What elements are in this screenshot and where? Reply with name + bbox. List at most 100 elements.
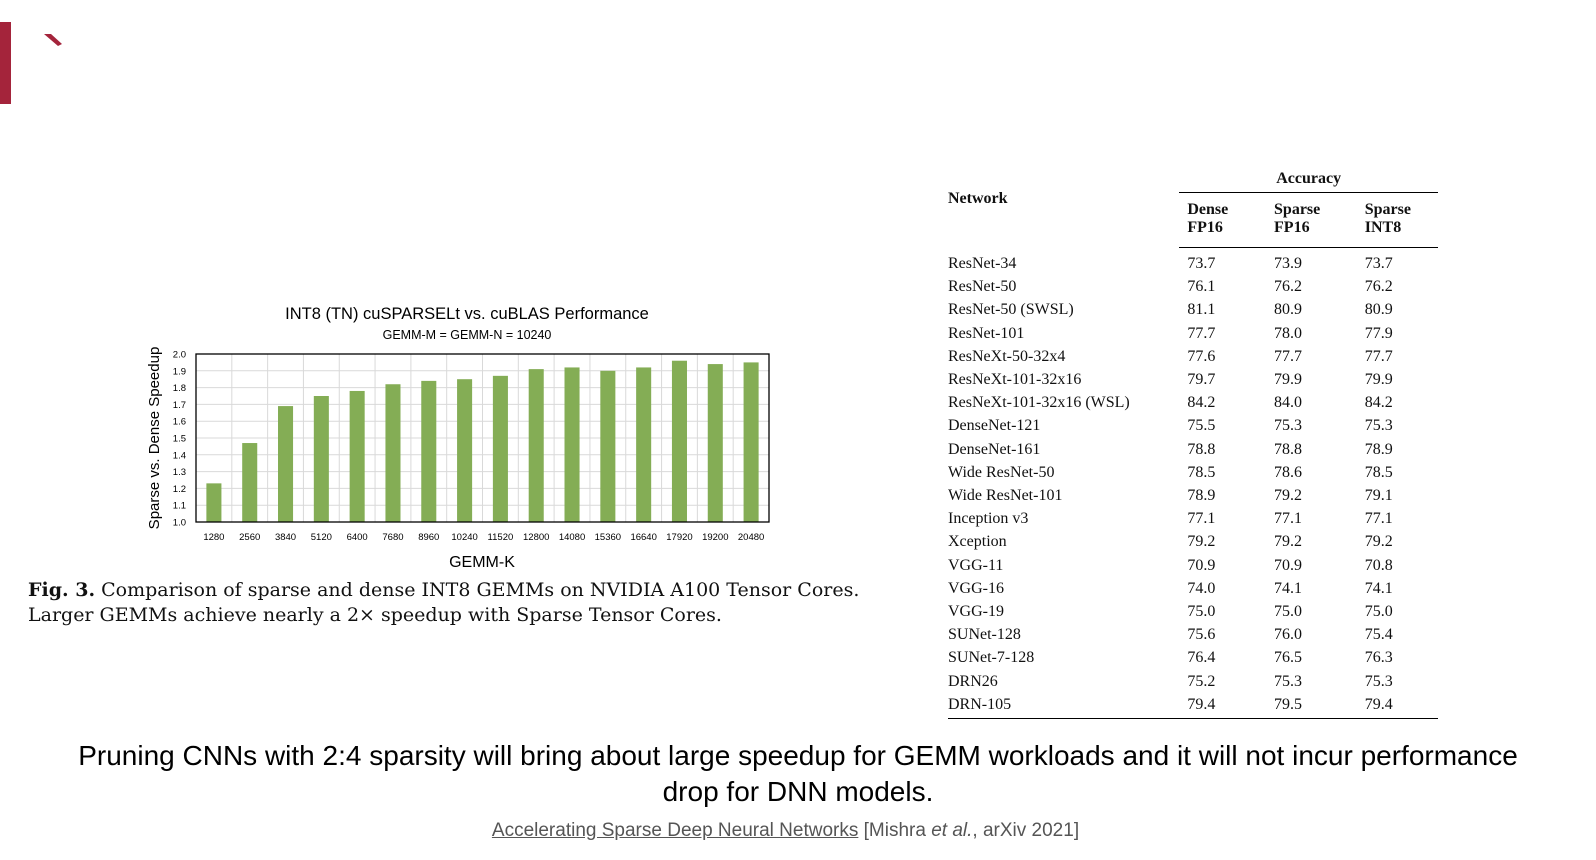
cell-sparse-int8: 73.7 — [1364, 255, 1393, 272]
chart-x-label: GEMM-K — [449, 554, 515, 571]
x-tick-label: 16640 — [630, 532, 656, 543]
cell-dense-fp16: 78.5 — [1187, 463, 1216, 481]
figure-text: Comparison of sparse and dense INT8 GEMM… — [28, 579, 860, 626]
cell-network: ResNet-50 (SWSL) — [948, 301, 1074, 319]
y-tick-label: 1.6 — [173, 417, 186, 428]
cell-sparse-int8: 74.1 — [1364, 579, 1393, 597]
cell-dense-fp16: 75.6 — [1187, 626, 1216, 644]
cell-sparse-int8: 77.1 — [1364, 510, 1393, 528]
table-row: Wide ResNet-101 78.9 79.2 79.1 — [948, 484, 1438, 507]
cell-dense-fp16: 76.4 — [1187, 649, 1216, 667]
table-row: ResNet-34 73.7 73.9 73.7 — [948, 248, 1438, 276]
column-header-line: Dense — [1187, 201, 1229, 218]
cell-sparse-int8: 76.3 — [1364, 649, 1393, 667]
x-tick-label: 15360 — [595, 532, 621, 543]
cell-dense-fp16: 79.2 — [1187, 533, 1216, 551]
cell-sparse-fp16: 75.3 — [1274, 417, 1303, 435]
cell-sparse-fp16: 78.8 — [1274, 440, 1303, 458]
bar — [242, 443, 258, 522]
speedup-chart: INT8 (TN) cuSPARSELt vs. cuBLAS Performa… — [140, 296, 790, 576]
network-header: Network — [948, 190, 1008, 207]
cell-network: SUNet-128 — [948, 626, 1021, 644]
cell-dense-fp16: 81.1 — [1187, 301, 1216, 319]
cell-network: DRN26 — [948, 672, 998, 690]
cell-sparse-fp16: 75.3 — [1274, 672, 1303, 690]
cell-sparse-fp16: 78.0 — [1274, 324, 1303, 342]
cell-network: ResNeXt-101-32x16 (WSL) — [948, 394, 1130, 412]
cell-dense-fp16: 79.7 — [1187, 371, 1216, 389]
cell-sparse-int8: 78.5 — [1364, 463, 1393, 481]
cell-sparse-fp16: 79.5 — [1274, 692, 1365, 720]
table-row: Xception 79.2 79.2 79.2 — [948, 530, 1438, 553]
conclusion-text: Pruning CNNs with 2:4 sparsity will brin… — [78, 740, 1518, 807]
cell-network: DenseNet-161 — [948, 440, 1041, 458]
cell-sparse-fp16: 79.2 — [1274, 533, 1303, 551]
cell-dense-fp16: 75.2 — [1187, 672, 1216, 690]
cell-sparse-fp16: 79.2 — [1274, 487, 1303, 505]
cell-network: Wide ResNet-50 — [948, 463, 1055, 481]
accent-bar — [0, 22, 11, 104]
x-tick-label: 8960 — [418, 532, 439, 543]
bar — [743, 362, 759, 522]
cell-dense-fp16: 73.7 — [1187, 255, 1216, 272]
cell-sparse-int8: 79.1 — [1364, 487, 1393, 505]
cell-sparse-fp16: 76.2 — [1274, 278, 1303, 296]
accuracy-table-body: ResNet-34 73.7 73.9 73.7 ResNet-50 76.1 76.2 76… — [948, 248, 1438, 720]
column-header-sparse-fp16: Sparse FP16 — [1274, 192, 1365, 248]
table-row: ResNet-50 76.1 76.2 76.2 — [948, 275, 1438, 298]
cell-sparse-int8: 84.2 — [1364, 394, 1393, 412]
cell-dense-fp16: 76.1 — [1187, 278, 1216, 296]
table-row: Wide ResNet-50 78.5 78.6 78.5 — [948, 461, 1438, 484]
x-tick-label: 1280 — [203, 532, 224, 543]
cell-dense-fp16: 78.9 — [1187, 487, 1216, 505]
x-tick-label: 20480 — [738, 532, 764, 543]
citation-etal: et al. — [931, 820, 973, 841]
table-row: ResNet-101 77.7 78.0 77.9 — [948, 322, 1438, 345]
y-tick-label: 1.7 — [173, 400, 186, 411]
cell-network: ResNet-101 — [948, 324, 1025, 342]
cell-network: SUNet-7-128 — [948, 649, 1035, 667]
cell-sparse-int8: 75.4 — [1364, 626, 1393, 644]
table-row: Inception v3 77.1 77.1 77.1 — [948, 507, 1438, 530]
cell-network: DenseNet-121 — [948, 417, 1041, 435]
bar — [421, 380, 437, 522]
table-row: VGG-16 74.0 74.1 74.1 — [948, 577, 1438, 600]
x-tick-label: 6400 — [347, 532, 368, 543]
cell-sparse-fp16: 75.0 — [1274, 603, 1303, 621]
bar — [278, 406, 294, 522]
citation-rest: , arXiv 2021] — [972, 820, 1080, 841]
table-row: ResNeXt-101-32x16 (WSL) 84.2 84.0 84.2 — [948, 391, 1438, 414]
citation-link[interactable]: Accelerating Sparse Deep Neural Networks — [491, 820, 859, 841]
plot-frame — [195, 353, 770, 523]
cell-dense-fp16: 75.0 — [1187, 603, 1216, 621]
chart-subtitle: GEMM-M = GEMM-N = 10240 — [383, 328, 552, 342]
cell-dense-fp16: 79.4 — [1179, 692, 1275, 720]
y-tick-label: 1.9 — [173, 366, 186, 377]
cell-sparse-int8: 75.3 — [1364, 417, 1393, 435]
cell-sparse-fp16: 74.1 — [1274, 579, 1303, 597]
cell-dense-fp16: 74.0 — [1187, 579, 1216, 597]
chart-title: INT8 (TN) cuSPARSELt vs. cuBLAS Performa… — [285, 305, 649, 323]
column-header-line: Sparse — [1274, 201, 1321, 218]
cell-sparse-fp16: 80.9 — [1274, 301, 1303, 319]
table-row: ResNeXt-50-32x4 77.6 77.7 77.7 — [948, 345, 1438, 368]
cell-network: DRN-105 — [948, 692, 1180, 720]
x-tick-label: 7680 — [382, 532, 403, 543]
bar — [349, 390, 365, 522]
cell-sparse-fp16: 84.0 — [1274, 394, 1303, 412]
cell-network: VGG-19 — [948, 603, 1004, 621]
cell-sparse-fp16: 77.1 — [1274, 510, 1303, 528]
y-tick-label: 1.0 — [173, 518, 186, 529]
x-tick-label: 14080 — [559, 532, 585, 543]
cell-sparse-int8: 79.4 — [1364, 692, 1438, 720]
bar — [492, 375, 508, 522]
table-row: DenseNet-121 75.5 75.3 75.3 — [948, 414, 1438, 437]
table-row: ResNet-50 (SWSL) 81.1 80.9 80.9 — [948, 298, 1438, 321]
bar — [564, 367, 580, 522]
y-tick-label: 1.1 — [173, 501, 186, 512]
cell-sparse-int8: 80.9 — [1364, 301, 1393, 319]
cell-network: VGG-11 — [948, 556, 1004, 574]
bar — [707, 364, 723, 522]
y-tick-label: 1.2 — [173, 484, 186, 495]
x-tick-label: 17920 — [666, 532, 692, 543]
